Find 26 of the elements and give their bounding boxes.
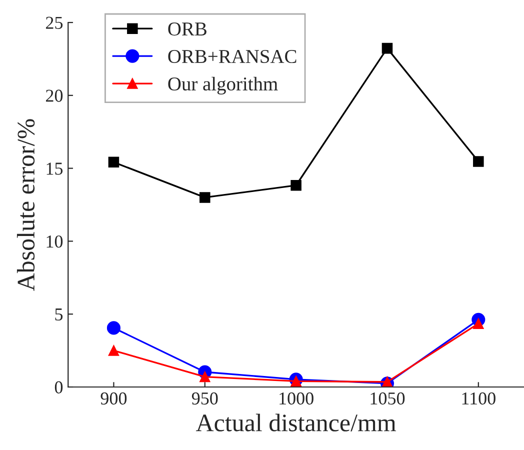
point (473, 318, 484, 329)
y-tick-label: 0 (54, 381, 63, 394)
point (290, 180, 302, 191)
y-tick-label: 15 (46, 162, 63, 175)
point (382, 42, 393, 54)
point (200, 192, 210, 203)
y-tick-label: 5 (55, 308, 63, 321)
x-tick-label: 900 (100, 392, 127, 405)
y-tick-label: 20 (46, 90, 63, 102)
point (108, 156, 120, 168)
point (290, 376, 302, 387)
legend-label: Our algorithm (168, 76, 278, 95)
x-tick-label: 1050 (370, 392, 405, 405)
x-tick-label: 950 (192, 392, 218, 405)
y-tick-label: 25 (46, 16, 63, 29)
x-tick-label: 1000 (280, 392, 314, 405)
x-axis-title: Actual distance/mm (196, 414, 396, 432)
legend-label: ORB+RANSAC (168, 50, 296, 64)
point (200, 371, 210, 382)
point (106, 321, 120, 335)
point (473, 156, 484, 167)
y-axis-title: Absolute error/% (16, 119, 35, 291)
legend-label: ORB (168, 22, 206, 36)
y-tick-label: 10 (46, 235, 63, 248)
x-tick-label: 1100 (462, 392, 496, 405)
point (108, 345, 120, 356)
